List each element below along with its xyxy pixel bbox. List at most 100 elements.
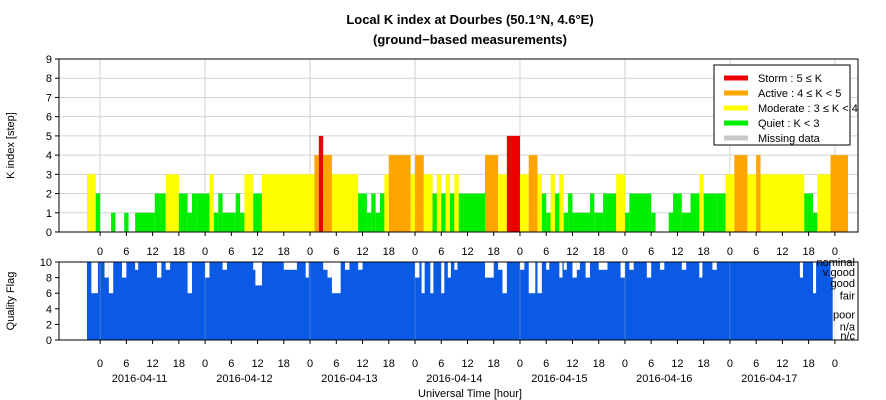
quality-x-tick-label: 0: [622, 358, 628, 370]
quality-dip: [421, 262, 425, 294]
quality-dip: [415, 262, 420, 278]
quality-dip: [222, 262, 227, 270]
k-index-bar: [371, 193, 376, 232]
k-index-x-tick-label: 12: [566, 246, 578, 258]
quality-level-label: poor: [833, 309, 855, 321]
quality-x-tick-label: 6: [228, 358, 234, 370]
quality-level-label: nominal: [816, 257, 855, 269]
quality-level-label: v.good: [823, 267, 855, 279]
quality-x-tick-label: 18: [488, 358, 500, 370]
k-index-bar: [187, 212, 192, 232]
k-index-bar: [178, 193, 188, 232]
quality-x-tick-label: 18: [698, 358, 710, 370]
k-index-bar: [563, 212, 569, 232]
quality-dip: [454, 262, 458, 270]
date-label: 2016-04-14: [426, 373, 482, 385]
chart-subtitle: (ground−based measurements): [373, 32, 567, 47]
k-index-bar: [589, 193, 595, 232]
quality-dip: [537, 262, 542, 294]
quality-x-tick-label: 12: [776, 358, 788, 370]
quality-bar-fill: [87, 262, 833, 340]
k-index-x-tick-label: 0: [517, 246, 523, 258]
quality-dip: [305, 262, 309, 278]
k-index-bar: [191, 193, 197, 232]
k-index-bar: [484, 155, 499, 232]
quality-x-tick-label: 6: [648, 358, 654, 370]
quality-x-tick-label: 18: [173, 358, 185, 370]
k-index-bar: [196, 193, 210, 232]
k-index-x-tick-label: 0: [832, 246, 838, 258]
quality-dip: [255, 262, 262, 286]
quality-y-tick-label: 4: [46, 304, 52, 316]
k-index-x-tick-label: 6: [123, 246, 129, 258]
date-label: 2016-04-15: [531, 373, 587, 385]
k-index-x-tick-label: 12: [776, 246, 788, 258]
k-index-bar: [454, 174, 459, 232]
quality-dip: [559, 262, 563, 278]
quality-dip: [331, 262, 341, 294]
quality-x-ticks: 0 6 12 18 0 6 12 18 0 6 12 18 0 6 12 18 0 6 12 18 0 6 12 18 0 6 12…: [97, 340, 838, 370]
k-index-bar: [209, 174, 214, 232]
k-index-bar: [747, 174, 757, 232]
quality-x-tick-label: 18: [383, 358, 395, 370]
k-index-y-tick-label: 7: [46, 92, 52, 104]
k-index-bar: [642, 193, 652, 232]
quality-dip: [358, 262, 363, 270]
k-index-bar: [244, 174, 254, 232]
k-index-bar: [624, 212, 630, 232]
k-index-bar: [388, 155, 411, 232]
k-index-x-tick-label: 12: [251, 246, 263, 258]
k-index-bar: [235, 193, 241, 232]
quality-dip: [430, 262, 434, 294]
k-index-bar: [629, 193, 643, 232]
quality-dip: [572, 262, 577, 278]
quality-dip: [629, 262, 634, 270]
k-index-x-tick-label: 12: [671, 246, 683, 258]
k-index-bar: [135, 212, 155, 232]
quality-x-tick-label: 6: [123, 358, 129, 370]
k-index-bar: [506, 135, 520, 232]
quality-dip: [813, 262, 817, 294]
k-index-bar: [690, 193, 700, 232]
quality-dip: [712, 262, 717, 270]
k-index-bar: [154, 193, 166, 232]
k-index-bar: [458, 193, 485, 232]
quality-x-tick-label: 6: [543, 358, 549, 370]
quality-bars: [87, 262, 835, 340]
quality-x-tick-label: 12: [671, 358, 683, 370]
quality-plot-border: [58, 261, 859, 341]
quality-dip: [585, 262, 590, 278]
quality-y-tick-label: 8: [46, 273, 52, 285]
quality-dip: [447, 262, 451, 278]
quality-dip: [620, 262, 625, 278]
k-index-bar: [546, 212, 551, 232]
k-index-x-tick-label: 0: [202, 246, 208, 258]
quality-level-label: n/c: [840, 330, 855, 342]
k-index-x-tick-label: 12: [461, 246, 473, 258]
quality-x-tick-label: 18: [593, 358, 605, 370]
k-index-bar: [423, 174, 433, 232]
k-index-x-tick-label: 6: [648, 246, 654, 258]
quality-y-axis-label: Quality Flag: [5, 272, 17, 331]
quality-x-tick-label: 18: [278, 358, 290, 370]
k-index-bar: [725, 174, 735, 232]
quality-dip: [205, 262, 210, 278]
quality-dip: [104, 262, 109, 278]
k-index-x-tick-label: 0: [727, 246, 733, 258]
quality-dip: [519, 262, 525, 270]
k-index-x-tick-label: 18: [803, 246, 815, 258]
k-index-bar: [572, 212, 590, 232]
quality-dip: [121, 262, 127, 278]
k-index-bar: [699, 174, 704, 232]
k-index-bar: [603, 193, 617, 232]
k-index-bar: [124, 212, 129, 232]
k-index-x-tick-label: 12: [356, 246, 368, 258]
k-index-y-tick-label: 3: [46, 169, 52, 181]
k-index-y-tick-label: 6: [46, 112, 52, 124]
quality-level-label: fair: [840, 291, 856, 303]
quality-dip: [108, 262, 114, 294]
k-index-bar: [366, 212, 372, 232]
quality-dip: [498, 262, 503, 270]
